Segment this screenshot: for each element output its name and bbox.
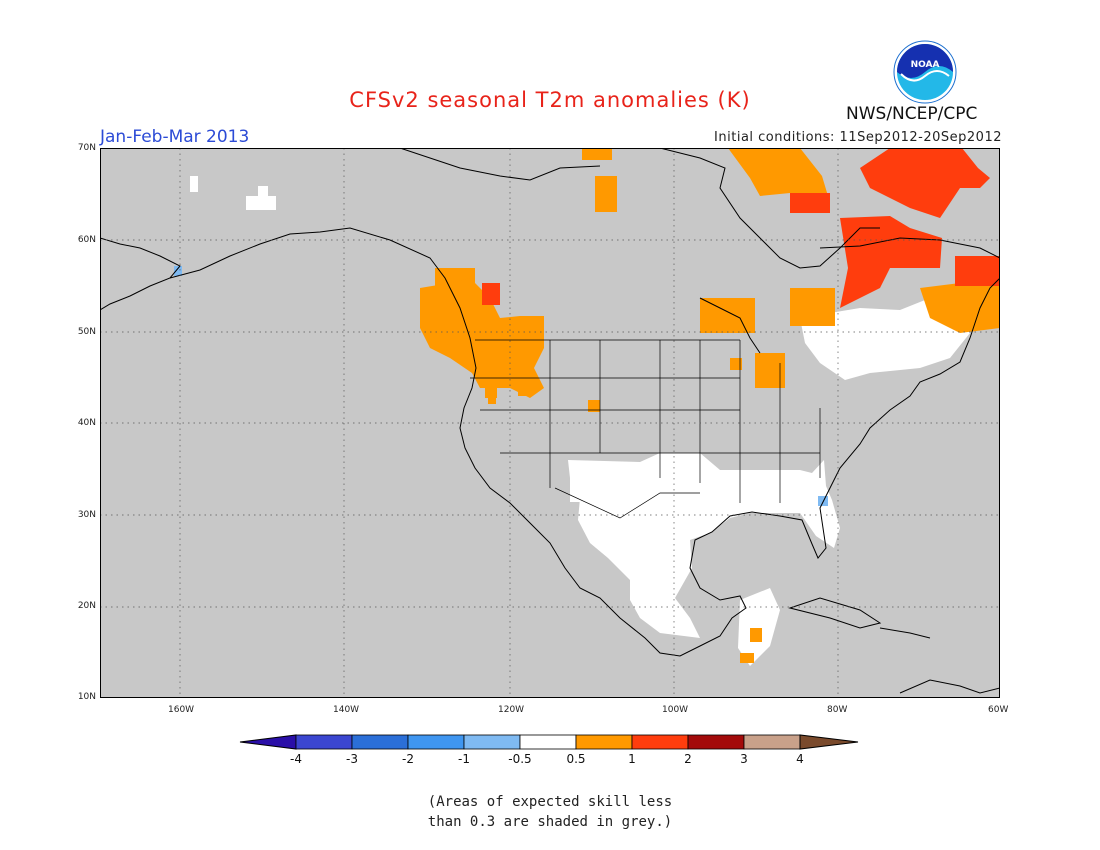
colorbar-box: [575, 734, 633, 750]
colorbar-label: -4: [290, 752, 302, 766]
colorbar-box: [463, 734, 521, 750]
colorbar-box: [687, 734, 745, 750]
coastlines: [100, 148, 1000, 694]
colorbar-label: 3: [740, 752, 748, 766]
lat-label-60n: 60N: [77, 235, 96, 245]
lon-label-120w: 120W: [498, 705, 525, 715]
lat-label-70n: 70N: [77, 143, 96, 153]
state-borders: [470, 339, 821, 519]
colorbar-label: -3: [346, 752, 358, 766]
skill-note: (Areas of expected skill less than 0.3 a…: [0, 792, 1100, 832]
colorbar-box: [407, 734, 465, 750]
noaa-logo: NOAA: [893, 40, 957, 104]
colorbar-box: [351, 734, 409, 750]
colorbar-arrow-high: [799, 734, 859, 750]
colorbar-label: 2: [684, 752, 692, 766]
white-anomaly-regions: [190, 176, 970, 666]
lat-label-40n: 40N: [77, 418, 96, 428]
colorbar-label: 0.5: [566, 752, 585, 766]
lat-label-20n: 20N: [77, 601, 96, 611]
lat-label-30n: 30N: [77, 510, 96, 520]
colorbar-label: -0.5: [508, 752, 531, 766]
colorbar-label: -2: [402, 752, 414, 766]
colorbar-box: [631, 734, 689, 750]
colorbar-label: 1: [628, 752, 636, 766]
lat-label-10n: 10N: [77, 692, 96, 702]
chart-title: CFSv2 seasonal T2m anomalies (K): [349, 88, 751, 112]
lat-label-50n: 50N: [77, 327, 96, 337]
lon-label-100w: 100W: [662, 705, 689, 715]
skill-note-line-2: than 0.3 are shaded in grey.): [427, 814, 673, 830]
orange-anomaly-regions: [420, 148, 1000, 663]
lon-label-60w: 60W: [988, 705, 1009, 715]
colorbar-label: -1: [458, 752, 470, 766]
agency-label: NWS/NCEP/CPC: [846, 104, 978, 124]
lon-label-80w: 80W: [827, 705, 848, 715]
colorbar-box: [519, 734, 577, 750]
graticule: [100, 148, 1000, 698]
lon-label-140w: 140W: [333, 705, 360, 715]
colorbar-box: [295, 734, 353, 750]
lon-label-160w: 160W: [168, 705, 195, 715]
initial-conditions: Initial conditions: 11Sep2012-20Sep2012: [714, 130, 1002, 145]
skill-note-line-1: (Areas of expected skill less: [427, 794, 673, 810]
colorbar-arrow-low: [239, 734, 297, 750]
anomaly-map: [100, 148, 1000, 698]
logo-text: NOAA: [911, 60, 940, 70]
colorbar-label: 4: [796, 752, 804, 766]
colorbar-box: [743, 734, 801, 750]
forecast-period: Jan-Feb-Mar 2013: [100, 127, 250, 147]
